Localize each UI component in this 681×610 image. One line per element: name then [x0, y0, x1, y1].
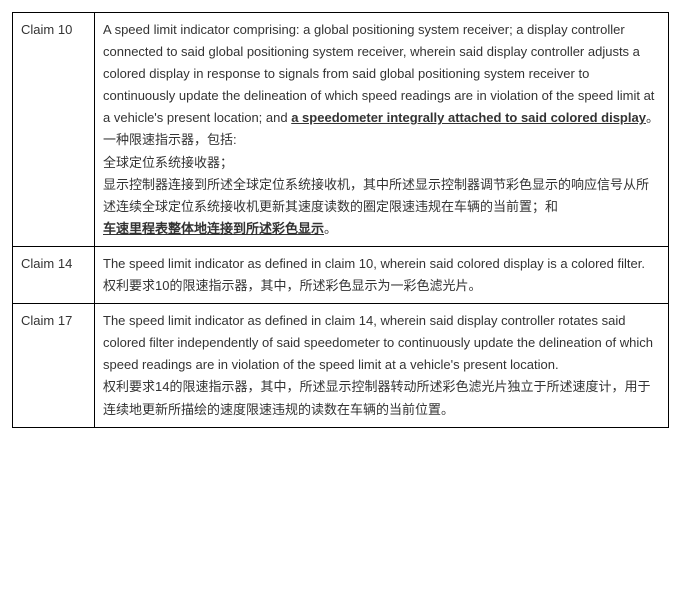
- claim-text-segment: 权利要求14的限速指示器，其中，所述显示控制器转动所述彩色滤光片独立于所述速度计…: [103, 379, 650, 416]
- table-row: Claim 17The speed limit indicator as def…: [13, 304, 669, 427]
- claim-body: The speed limit indicator as defined in …: [95, 304, 669, 427]
- claim-text-segment: 。: [646, 110, 659, 125]
- claim-text-segment: a speedometer integrally attached to sai…: [291, 110, 646, 125]
- claim-text-segment: 。: [324, 221, 337, 236]
- claim-text-segment: 全球定位系统接收器；: [103, 155, 233, 170]
- claim-text-segment: 一种限速指示器，包括:: [103, 132, 237, 147]
- claim-label: Claim 17: [13, 304, 95, 427]
- claim-body: A speed limit indicator comprising: a gl…: [95, 13, 669, 247]
- claims-table: Claim 10A speed limit indicator comprisi…: [12, 12, 669, 428]
- table-row: Claim 10A speed limit indicator comprisi…: [13, 13, 669, 247]
- claim-text-segment: 显示控制器连接到所述全球定位系统接收机，其中所述显示控制器调节彩色显示的响应信号…: [103, 177, 649, 214]
- claim-text-segment: The speed limit indicator as defined in …: [103, 313, 653, 372]
- claim-label: Claim 10: [13, 13, 95, 247]
- claim-body: The speed limit indicator as defined in …: [95, 246, 669, 303]
- claim-text-segment: 权利要求10的限速指示器，其中，所述彩色显示为一彩色滤光片。: [103, 278, 481, 293]
- table-row: Claim 14 The speed limit indicator as def…: [13, 246, 669, 303]
- claim-text-segment: The speed limit indicator as defined in …: [103, 256, 645, 271]
- claim-label: Claim 14: [13, 246, 95, 303]
- claim-text-segment: 车速里程表整体地连接到所述彩色显示: [103, 221, 324, 236]
- claims-table-body: Claim 10A speed limit indicator comprisi…: [13, 13, 669, 428]
